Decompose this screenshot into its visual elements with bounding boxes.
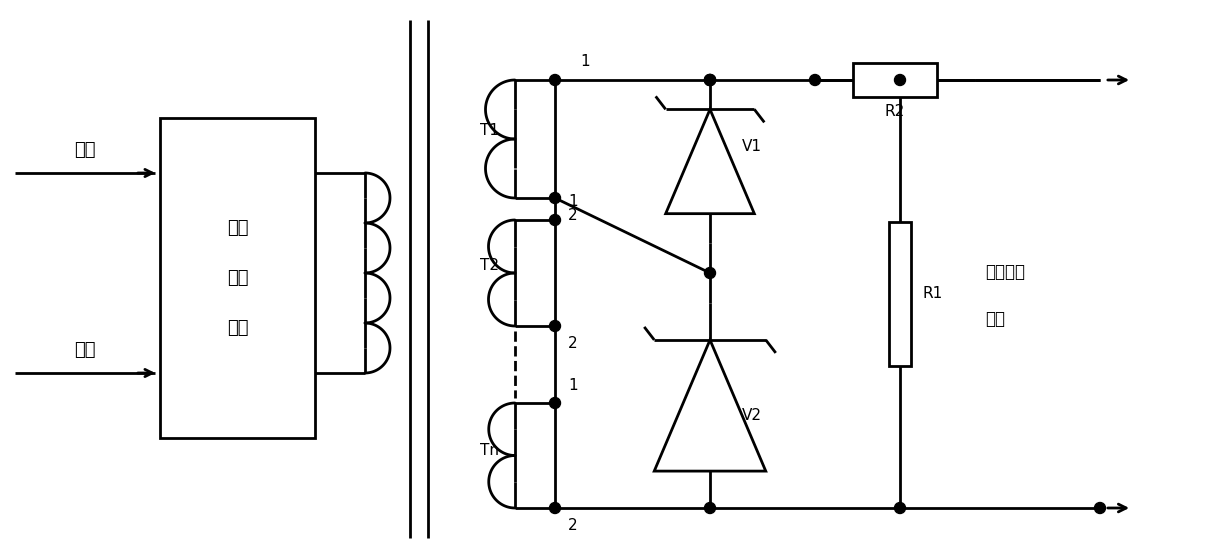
Text: Tn: Tn	[480, 443, 499, 458]
Circle shape	[550, 397, 561, 408]
Circle shape	[550, 75, 561, 85]
Bar	[852, 63, 938, 97]
Circle shape	[550, 214, 561, 225]
Circle shape	[810, 75, 821, 85]
Circle shape	[550, 320, 561, 331]
Circle shape	[704, 75, 715, 85]
Circle shape	[1094, 503, 1105, 513]
Text: 2: 2	[568, 518, 578, 533]
Bar	[161, 118, 315, 438]
Text: 使能: 使能	[74, 341, 96, 359]
Text: T1: T1	[480, 123, 499, 138]
Text: V1: V1	[742, 139, 762, 154]
Text: 触发: 触发	[74, 141, 96, 159]
Circle shape	[895, 75, 906, 85]
Text: 1: 1	[580, 55, 590, 70]
Text: 驱动信号: 驱动信号	[985, 263, 1025, 281]
Circle shape	[704, 75, 715, 85]
Text: V2: V2	[742, 408, 762, 423]
Text: R1: R1	[922, 286, 942, 301]
Text: 电路: 电路	[226, 319, 248, 337]
Circle shape	[704, 75, 715, 85]
Circle shape	[704, 503, 715, 513]
Text: 2: 2	[568, 336, 578, 352]
Text: T2: T2	[480, 257, 499, 272]
Text: 功率: 功率	[226, 269, 248, 287]
Text: R2: R2	[885, 104, 905, 119]
Text: 脉冲: 脉冲	[226, 219, 248, 237]
Bar	[889, 222, 911, 366]
Circle shape	[704, 267, 715, 278]
Text: 2: 2	[568, 209, 578, 224]
Text: 1: 1	[568, 378, 578, 392]
Circle shape	[550, 503, 561, 513]
Circle shape	[550, 193, 561, 204]
Circle shape	[895, 503, 906, 513]
Text: 输出: 输出	[985, 310, 1004, 328]
Text: 1: 1	[568, 195, 578, 209]
